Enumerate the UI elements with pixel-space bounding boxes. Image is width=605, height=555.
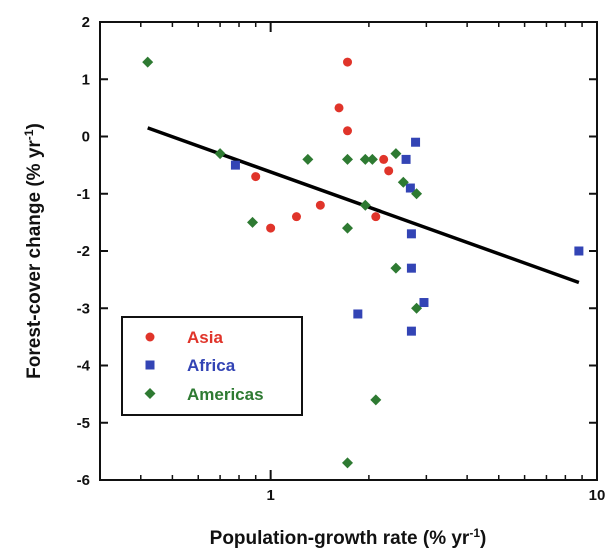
y-axis-title: Forest-cover change (% yr-1) <box>22 123 45 379</box>
x-tick-label: 10 <box>589 487 605 504</box>
y-tick-label: -5 <box>77 415 90 432</box>
point-americas <box>367 154 378 165</box>
legend-marker-africa <box>146 361 155 370</box>
legend-label-africa: Africa <box>187 356 236 375</box>
legend: Asia Africa Americas <box>122 317 302 415</box>
point-asia <box>371 212 380 221</box>
point-africa <box>231 161 240 170</box>
point-asia <box>316 201 325 210</box>
point-asia <box>251 172 260 181</box>
y-tick-label: -2 <box>77 243 90 260</box>
point-asia <box>266 224 275 233</box>
point-americas <box>390 263 401 274</box>
legend-label-americas: Americas <box>187 385 264 404</box>
point-africa <box>402 155 411 164</box>
point-asia <box>343 58 352 67</box>
point-africa <box>353 309 362 318</box>
point-asia <box>292 212 301 221</box>
y-tick-label: 0 <box>82 129 90 146</box>
point-americas <box>247 217 258 228</box>
point-africa <box>419 298 428 307</box>
point-americas <box>370 394 381 405</box>
y-tick-label: -6 <box>77 472 90 489</box>
y-tick-label: 1 <box>82 71 90 88</box>
x-axis-title: Population-growth rate (% yr-1) <box>210 526 487 549</box>
y-tick-label: -4 <box>77 358 91 375</box>
point-africa <box>574 247 583 256</box>
point-africa <box>407 229 416 238</box>
y-tick-label: 2 <box>82 14 90 31</box>
point-americas <box>142 57 153 68</box>
point-africa <box>406 184 415 193</box>
legend-label-asia: Asia <box>187 328 223 347</box>
point-americas <box>215 148 226 159</box>
point-africa <box>407 264 416 273</box>
point-africa <box>407 327 416 336</box>
legend-marker-asia <box>146 333 155 342</box>
point-americas <box>342 223 353 234</box>
point-asia <box>335 103 344 112</box>
point-asia <box>379 155 388 164</box>
x-tick-label: 1 <box>266 487 274 504</box>
y-tick-label: -3 <box>77 300 90 317</box>
point-asia <box>343 126 352 135</box>
y-tick-label: -1 <box>77 186 90 203</box>
point-americas <box>342 154 353 165</box>
point-africa <box>411 138 420 147</box>
y-axis-ticks: 2 1 0 -1 -2 -3 -4 -5 -6 <box>77 14 597 489</box>
point-americas <box>390 148 401 159</box>
point-americas <box>302 154 313 165</box>
point-asia <box>384 166 393 175</box>
point-americas <box>342 457 353 468</box>
